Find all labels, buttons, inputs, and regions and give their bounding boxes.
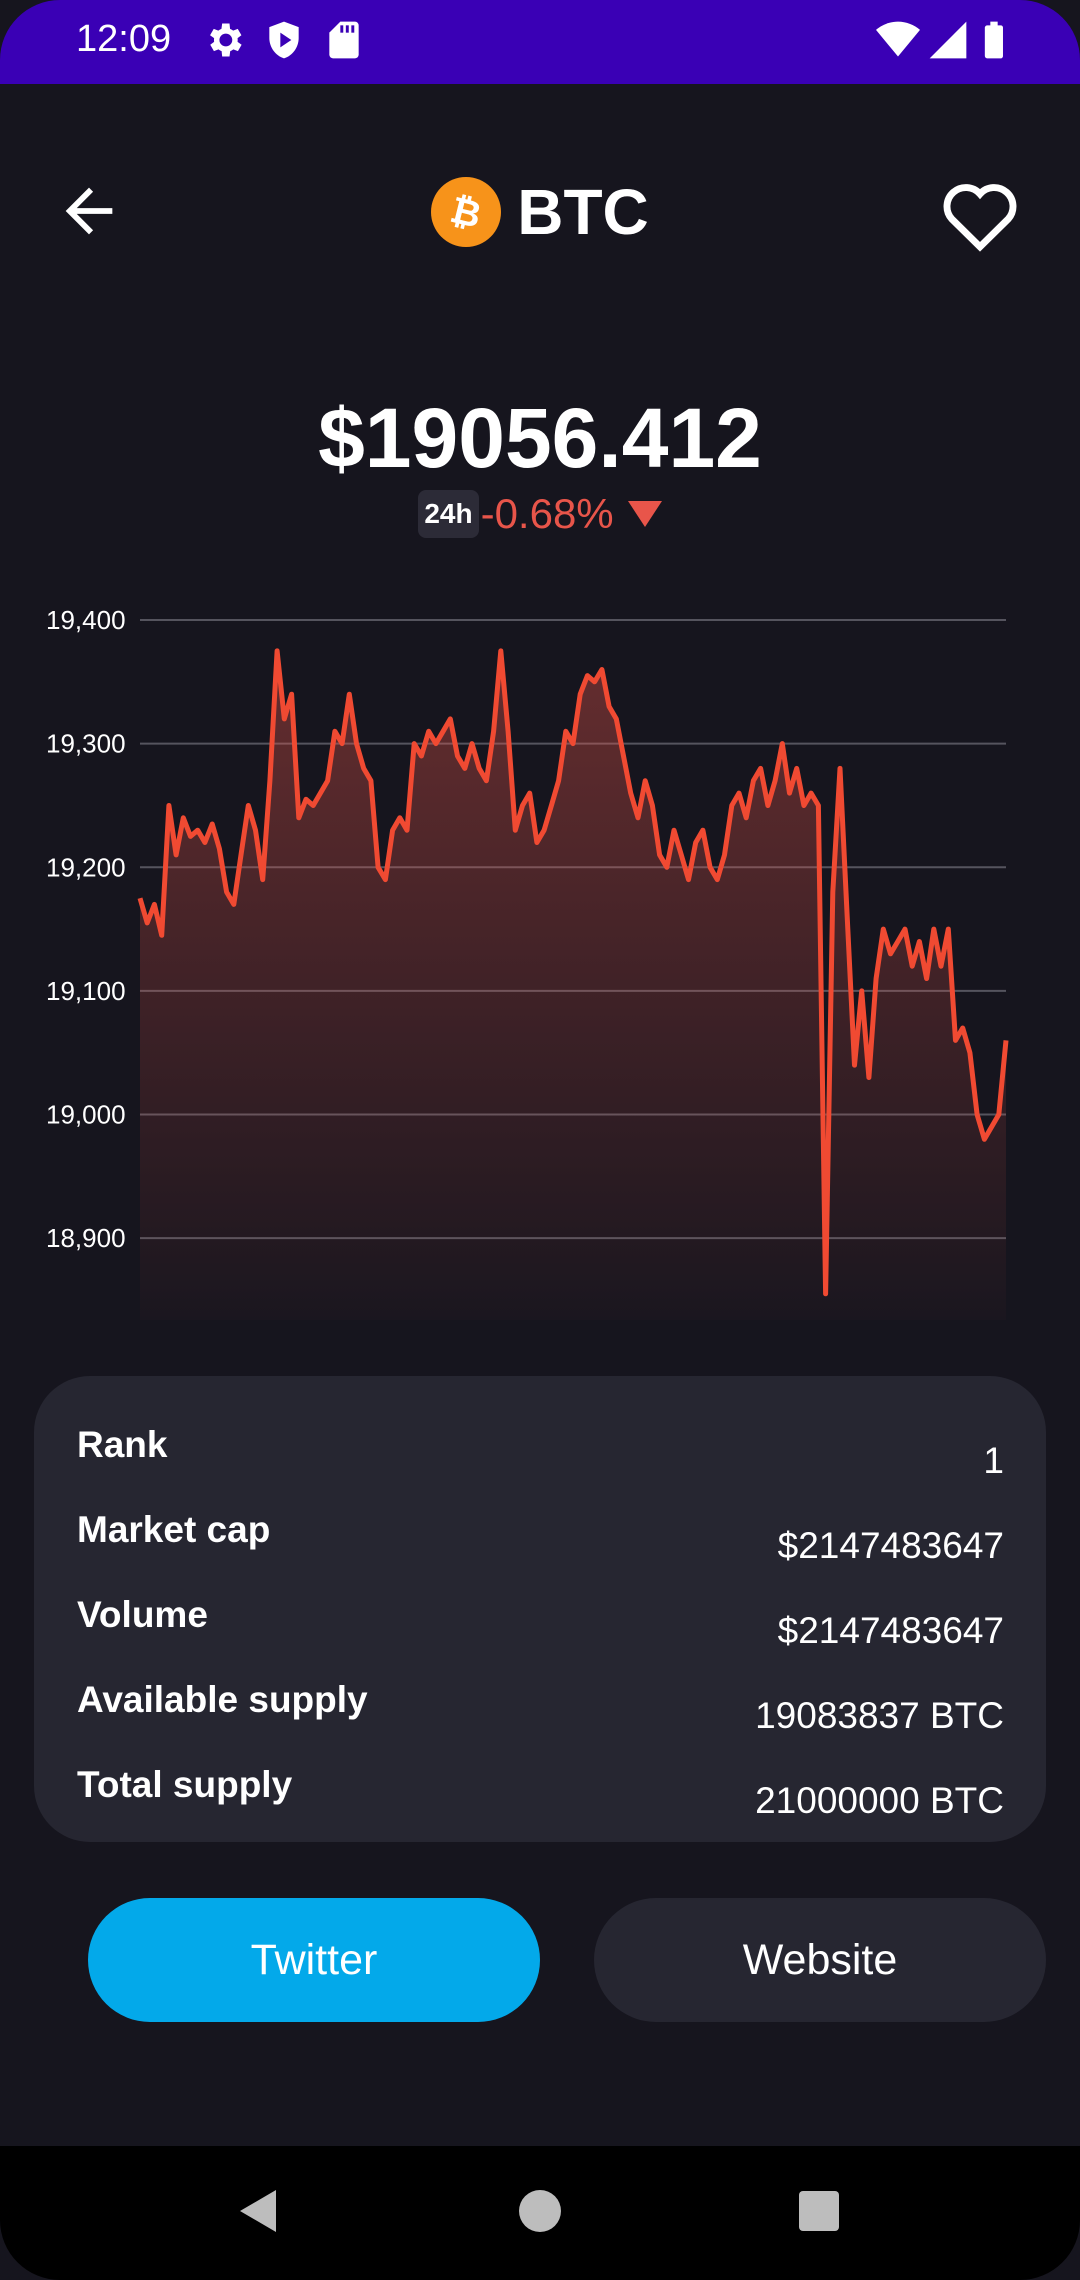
stat-value: 19083837 BTC xyxy=(755,1695,1004,1736)
triangle-down-icon xyxy=(627,501,662,527)
price-change: -0.68% xyxy=(480,490,614,537)
stat-row-total-supply: Total supply 21000000 BTC xyxy=(34,1764,1046,1824)
home-circle-icon[interactable] xyxy=(515,2186,565,2236)
svg-text:₿: ₿ xyxy=(447,190,486,234)
stat-row-volume: Volume $2147483647 xyxy=(34,1594,1046,1654)
stat-label: Market cap xyxy=(77,1509,271,1550)
status-time: 12:09 xyxy=(76,18,172,60)
coin-symbol: BTC xyxy=(517,176,649,248)
price-change-row: 24h -0.68% xyxy=(0,490,1080,538)
y-tick-label: 19,400 xyxy=(46,605,126,635)
gear-icon xyxy=(210,23,242,57)
period-badge: 24h xyxy=(418,490,479,538)
heart-outline-icon[interactable] xyxy=(938,176,1022,252)
y-tick-label: 19,300 xyxy=(46,729,126,759)
stat-row-market-cap: Market cap $2147483647 xyxy=(34,1509,1046,1569)
signal-icon xyxy=(929,21,967,59)
stats-card: Rank 1 Market cap $2147483647 Volume $21… xyxy=(34,1376,1046,1842)
stat-row-available-supply: Available supply 19083837 BTC xyxy=(34,1679,1046,1739)
twitter-button[interactable]: Twitter xyxy=(88,1898,540,2022)
y-tick-label: 18,900 xyxy=(46,1223,126,1253)
current-price: $19056.412 xyxy=(318,391,762,485)
stat-label: Rank xyxy=(77,1424,168,1465)
stat-value: $2147483647 xyxy=(777,1525,1004,1566)
stat-value: 21000000 BTC xyxy=(755,1780,1004,1821)
stat-label: Available supply xyxy=(77,1679,368,1720)
status-bar: 12:09 xyxy=(0,0,1080,84)
stat-row-rank: Rank 1 xyxy=(34,1424,1046,1484)
bitcoin-icon: ₿ xyxy=(431,177,502,247)
wifi-icon xyxy=(876,21,920,57)
stat-label: Volume xyxy=(77,1594,208,1635)
chart-area-fill xyxy=(140,650,1006,1320)
stat-value: $2147483647 xyxy=(777,1610,1004,1651)
shield-icon xyxy=(269,21,299,59)
battery-icon xyxy=(984,21,1004,59)
recents-square-icon[interactable] xyxy=(794,2186,844,2236)
y-tick-label: 19,200 xyxy=(46,852,126,882)
coin-title-group: ₿ BTC xyxy=(0,172,1080,252)
back-triangle-icon[interactable] xyxy=(234,2186,284,2236)
stat-value: 1 xyxy=(983,1440,1004,1481)
chart-series-line xyxy=(137,648,1009,1297)
arrow-left-icon[interactable] xyxy=(54,176,124,246)
y-tick-label: 19,100 xyxy=(46,976,126,1006)
sd-card-icon xyxy=(329,21,359,59)
price-chart[interactable]: 19,400 19,300 19,200 19,100 19,000 18,900 xyxy=(0,580,1080,1320)
y-tick-label: 19,000 xyxy=(46,1100,126,1130)
navigation-bar xyxy=(0,2146,1080,2280)
stat-label: Total supply xyxy=(77,1764,293,1805)
website-button[interactable]: Website xyxy=(594,1898,1046,2022)
